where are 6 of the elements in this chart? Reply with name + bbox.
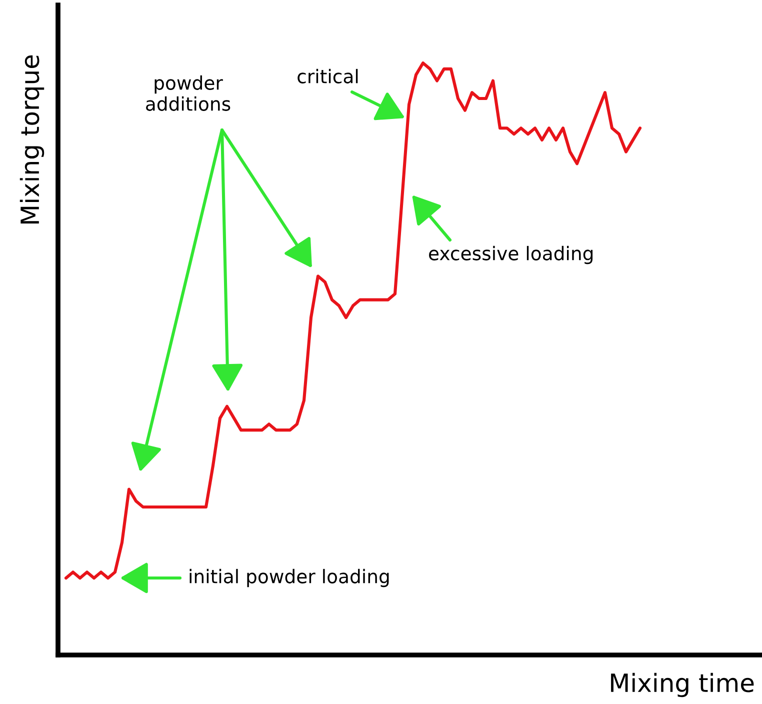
y-axis-title: Mixing torque (20, 55, 44, 224)
annotation: initial powder loading (190, 568, 389, 588)
annotation: powder additions (146, 75, 230, 111)
annotation: critical (298, 68, 358, 84)
x-axis-title: Mixing time (611, 672, 754, 698)
annotation: excessive loading (429, 246, 593, 264)
